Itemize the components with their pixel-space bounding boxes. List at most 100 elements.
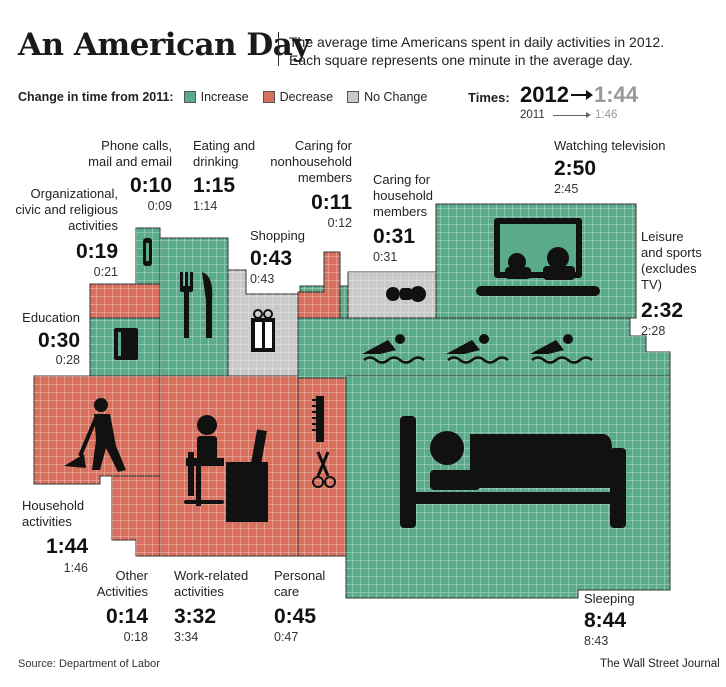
caring-house-label: Caring for household members xyxy=(373,172,433,220)
times-key-value-2012: 1:44 xyxy=(594,82,639,107)
tv-icon xyxy=(476,218,600,296)
decrease-swatch xyxy=(262,91,275,103)
personal-label-line1: Personal xyxy=(274,568,326,583)
phone-label: Phone calls, mail and email xyxy=(88,138,172,170)
org-time-2011: 0:21 xyxy=(93,265,118,279)
legend-no-change: No Change xyxy=(347,90,427,104)
eating-time-2012: 1:15 xyxy=(193,174,236,197)
times-key-arrow-icon xyxy=(571,90,593,100)
personal-time-2012: 0:45 xyxy=(274,605,317,628)
fork-knife-icon xyxy=(180,272,213,338)
gift-icon xyxy=(251,309,275,352)
title-divider xyxy=(278,32,279,66)
education-label: Education xyxy=(22,310,80,325)
caring-non-label-line1: Caring for xyxy=(294,138,352,153)
work-time-2012: 3:32 xyxy=(174,605,217,628)
education-time-2011: 0:28 xyxy=(55,353,80,367)
baby-icon xyxy=(386,286,426,302)
personal-label-line2: care xyxy=(274,584,300,599)
subtitle-line-1: The average time Americans spent in dail… xyxy=(289,34,665,50)
caring-non-time-2011: 0:12 xyxy=(327,216,352,230)
caring-house-time-2011: 0:31 xyxy=(373,250,398,264)
eating-time-2011: 1:14 xyxy=(193,199,218,213)
household-time-2011: 1:46 xyxy=(63,561,88,575)
sleeping-label: Sleeping xyxy=(584,591,635,606)
household-time-2012: 1:44 xyxy=(45,535,88,558)
swimmer-icon xyxy=(362,334,593,364)
caring-house-label-line3: members xyxy=(373,204,428,219)
times-key-year-2012: 2012 xyxy=(520,82,569,107)
caring-non-time-2012: 0:11 xyxy=(311,191,352,214)
org-label-line3: activities xyxy=(68,218,118,233)
phone-label-line2: mail and email xyxy=(88,154,172,169)
times-key-small-arrow-icon xyxy=(553,112,591,118)
times-key-year-2011: 2011 xyxy=(520,109,545,121)
leisure-label-line3: (excludes xyxy=(641,261,697,276)
caring-house-label-line1: Caring for xyxy=(373,172,431,187)
legend-decrease: Decrease xyxy=(262,90,334,104)
household-label-line2: activities xyxy=(22,514,72,529)
org-label-line1: Organizational, xyxy=(30,186,118,201)
eating-label: Eating and drinking xyxy=(193,138,255,170)
work-label-line2: activities xyxy=(174,584,224,599)
eating-label-line2: drinking xyxy=(193,154,239,169)
legend: Change in time from 2011: Increase Decre… xyxy=(18,90,441,104)
desk-worker-icon xyxy=(184,415,268,522)
caring-house-time-2012: 0:31 xyxy=(373,225,416,248)
household-label-line1: Household xyxy=(22,498,85,513)
phone-time-2011: 0:09 xyxy=(147,199,172,213)
publisher-credit: The Wall Street Journal xyxy=(600,658,720,670)
other-time-2012: 0:14 xyxy=(105,605,148,628)
times-key-heading: Times: xyxy=(468,90,510,105)
leisure-label: Leisure and sports (excludes TV) xyxy=(641,229,702,293)
leisure-time-2012: 2:32 xyxy=(641,299,684,322)
subtitle-line-2: Each square represents one minute in the… xyxy=(289,52,633,68)
household-label: Household activities xyxy=(22,498,84,530)
legend-no-change-label: No Change xyxy=(364,90,428,104)
work-label: Work-related activities xyxy=(174,568,248,600)
work-label-line1: Work-related xyxy=(174,568,249,583)
leisure-label-line1: Leisure xyxy=(641,229,684,244)
shopping-time-2012: 0:43 xyxy=(250,247,293,270)
legend-decrease-label: Decrease xyxy=(279,90,334,104)
legend-heading: Change in time from 2011: xyxy=(18,90,174,104)
org-time-2012: 0:19 xyxy=(75,240,118,263)
increase-swatch xyxy=(183,91,196,103)
leisure-label-line4: TV) xyxy=(641,277,662,292)
phone-label-line1: Phone calls, xyxy=(101,138,172,153)
bed-icon xyxy=(400,416,626,528)
legend-increase-label: Increase xyxy=(200,90,249,104)
eating-label-line1: Eating and xyxy=(193,138,256,153)
source-note: Source: Department of Labor xyxy=(18,658,160,670)
org-label: Organizational, civic and religious acti… xyxy=(10,186,118,234)
other-label-line1: Other xyxy=(115,568,148,583)
caring-non-label: Caring for nonhousehold members xyxy=(258,138,352,186)
leisure-time-2011: 2:28 xyxy=(641,324,666,338)
other-label-line2: Activities xyxy=(96,584,148,599)
no-change-swatch xyxy=(347,91,360,103)
sleeping-time-2012: 8:44 xyxy=(584,609,627,632)
caring-non-label-line3: members xyxy=(297,170,352,185)
org-label-line2: civic and religious xyxy=(15,202,118,217)
leisure-label-line2: and sports xyxy=(641,245,702,260)
other-label: Other Activities xyxy=(70,568,148,600)
phone-icon xyxy=(143,238,152,266)
legend-increase: Increase xyxy=(183,90,249,104)
tv-time-2011: 2:45 xyxy=(554,182,579,196)
phone-time-2012: 0:10 xyxy=(129,174,172,197)
book-icon xyxy=(114,328,138,360)
comb-scissors-icon xyxy=(312,396,336,488)
personal-label: Personal care xyxy=(274,568,325,600)
subtitle: The average time Americans spent in dail… xyxy=(289,33,709,69)
work-time-2011: 3:34 xyxy=(174,630,199,644)
caring-house-label-line2: household xyxy=(373,188,433,203)
times-key-value-2011: 1:46 xyxy=(595,109,618,121)
tv-label: Watching television xyxy=(554,138,666,153)
tv-time-2012: 2:50 xyxy=(554,157,597,180)
page-title: An American Day xyxy=(18,27,310,63)
vacuum-icon xyxy=(64,398,126,472)
sleeping-time-2011: 8:43 xyxy=(584,634,609,648)
caring-non-label-line2: nonhousehold xyxy=(270,154,352,169)
personal-time-2011: 0:47 xyxy=(274,630,299,644)
